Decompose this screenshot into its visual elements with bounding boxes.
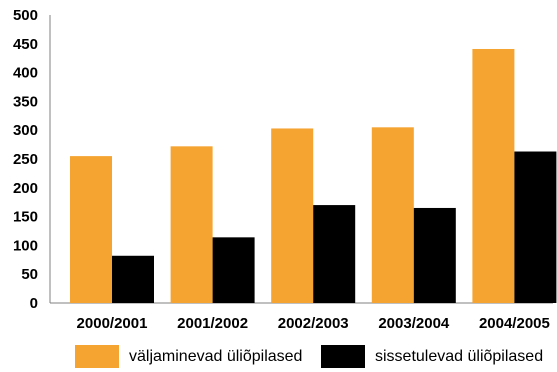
y-tick-label: 0 [30, 295, 38, 312]
legend-item-outgoing: väljaminevad üliõpilased [75, 345, 302, 368]
y-tick-label: 250 [13, 151, 38, 168]
bar-outgoing-1 [170, 146, 213, 303]
y-tick-label: 450 [13, 36, 38, 53]
bar-incoming-1 [212, 237, 255, 303]
bar-incoming-2 [313, 205, 356, 303]
y-tick-labels: 0 50 100 150 200 250 300 350 400 450 500 [13, 7, 38, 312]
y-tick-label: 500 [13, 7, 38, 24]
bar-outgoing-3 [371, 127, 414, 303]
legend-label-outgoing: väljaminevad üliõpilased [129, 347, 303, 365]
bar-incoming-0 [112, 255, 154, 303]
x-tick-label: 2004/2005 [479, 315, 550, 332]
bar-outgoing-0 [70, 156, 112, 303]
x-tick-label: 2003/2004 [378, 315, 450, 332]
x-tick-labels: 2000/2001 2001/2002 2002/2003 2003/2004 2004… [77, 315, 550, 332]
legend-label-incoming: sissetulevad üliõpilased [375, 347, 544, 365]
bar-outgoing-4 [472, 48, 515, 303]
legend: väljaminevad üliõpilased sissetulevad ül… [0, 345, 557, 372]
bars [70, 48, 557, 303]
y-tick-label: 50 [21, 266, 38, 283]
y-tick-label: 350 [13, 93, 38, 110]
legend-swatch-incoming [321, 345, 365, 368]
x-tick-label: 2001/2002 [177, 315, 248, 332]
x-tick-label: 2002/2003 [278, 315, 349, 332]
bar-incoming-4 [514, 151, 557, 303]
y-tick-label: 150 [13, 209, 38, 226]
x-tick-label: 2000/2001 [77, 315, 148, 332]
y-tick-label: 300 [13, 122, 38, 139]
y-tick-label: 100 [13, 237, 38, 254]
legend-item-incoming: sissetulevad üliõpilased [321, 345, 543, 368]
y-tick-label: 200 [13, 180, 38, 197]
bar-outgoing-2 [271, 128, 314, 303]
bar-chart: 0 50 100 150 200 250 300 350 400 450 500 2000/2001… [13, 7, 557, 332]
y-tick-label: 400 [13, 65, 38, 82]
legend-swatch-outgoing [75, 345, 119, 368]
bar-incoming-3 [413, 207, 456, 303]
